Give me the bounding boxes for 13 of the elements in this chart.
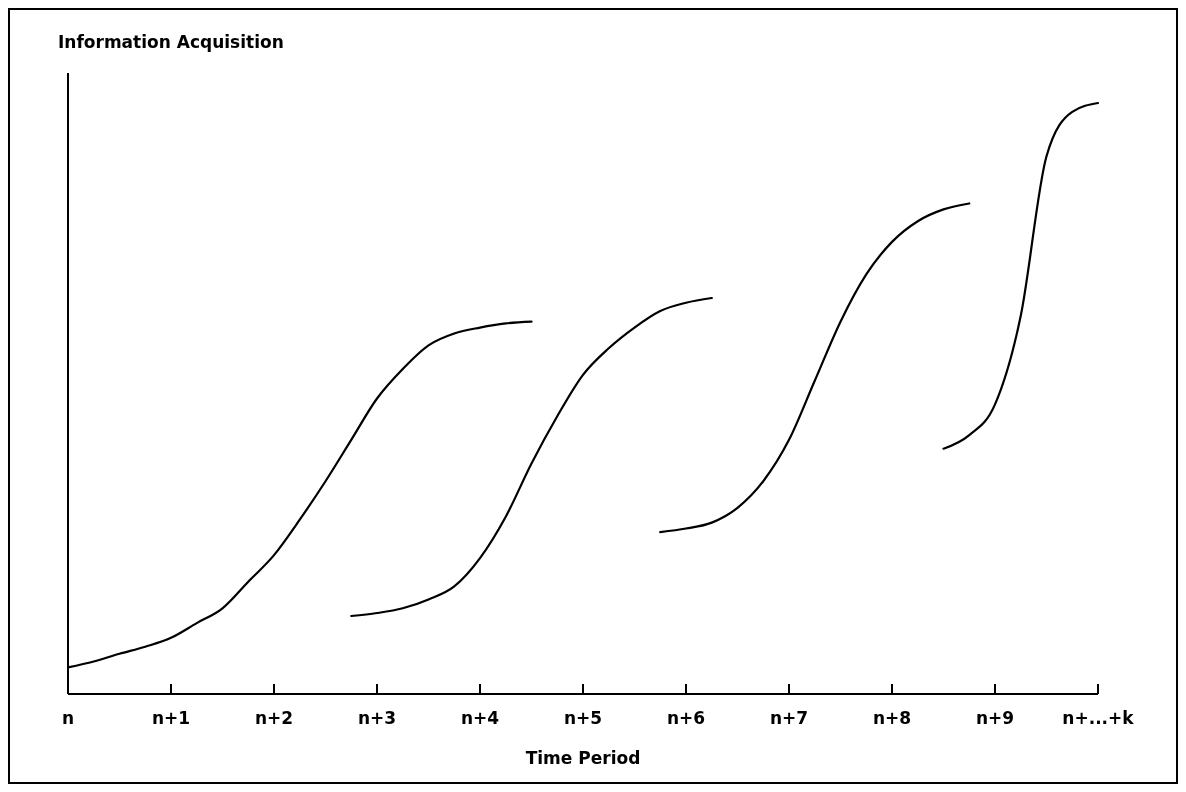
x-tick-label: n+8 [872,708,912,728]
x-tick-label: n+6 [666,708,706,728]
x-tick-label: n+7 [769,708,809,728]
x-tick-label: n+4 [460,708,500,728]
x-tick-label: n [61,708,75,728]
x-tick-label: n+5 [563,708,603,728]
x-tick-label: n+...+k [1062,708,1135,728]
x-axis-title: Time Period [525,748,641,768]
x-tick-label: n+2 [254,708,294,728]
x-tick-label: n+1 [151,708,191,728]
x-tick-label: n+3 [357,708,397,728]
x-tick-label: n+9 [975,708,1015,728]
y-axis-title: Information Acquisition [58,32,284,52]
